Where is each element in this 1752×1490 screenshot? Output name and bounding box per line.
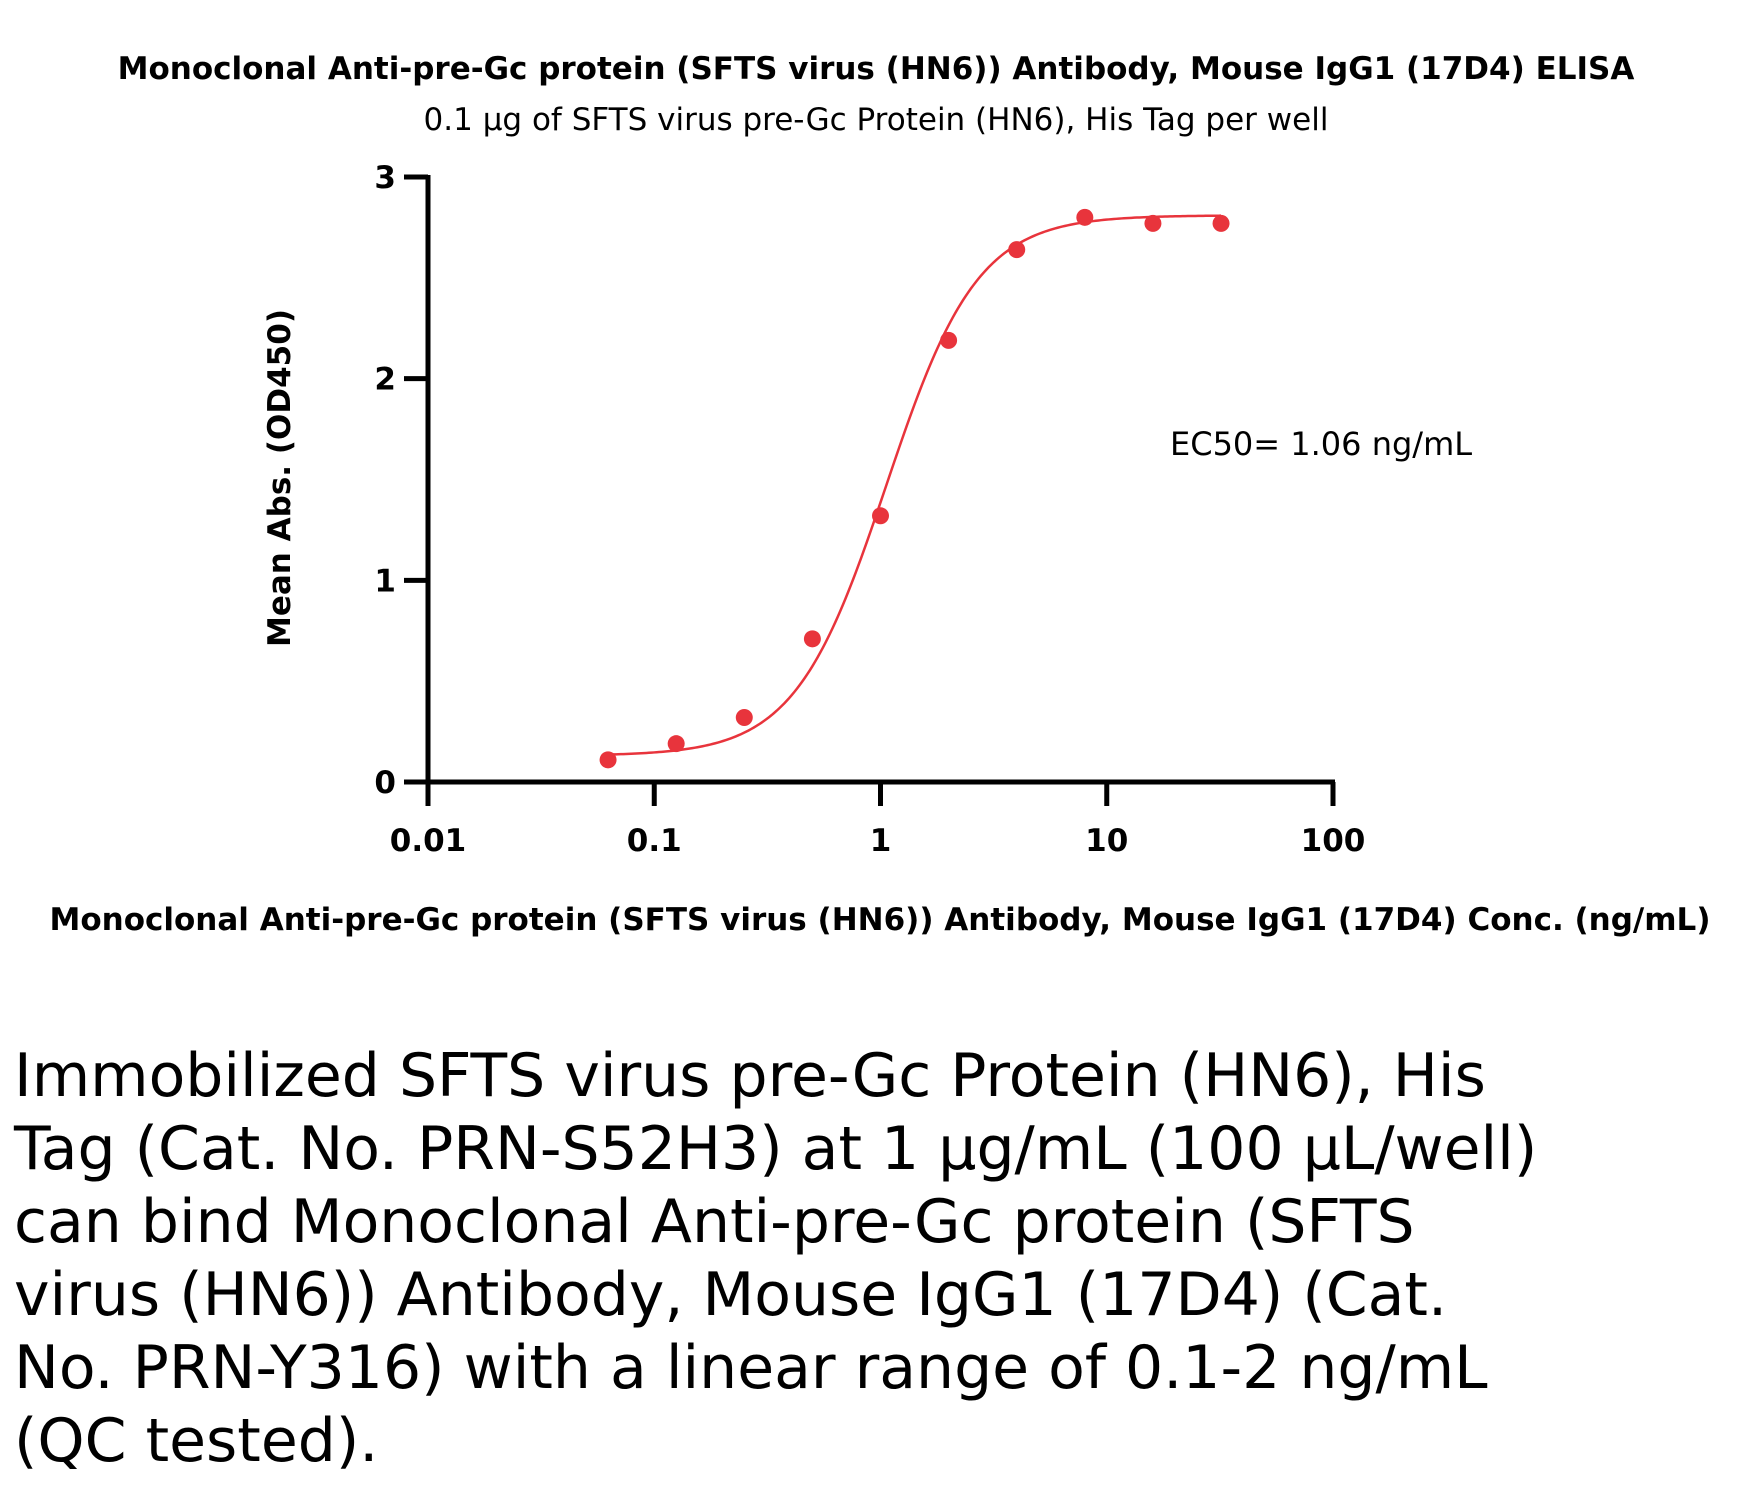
elisa-chart: Monoclonal Anti-pre-Gc protein (SFTS vir… <box>50 51 1711 938</box>
y-axis-label: Mean Abs. (OD450) <box>262 309 298 647</box>
caption-line: can bind Monoclonal Anti-pre-Gc protein … <box>14 1187 1415 1257</box>
chart-title: Monoclonal Anti-pre-Gc protein (SFTS vir… <box>118 51 1635 87</box>
caption-line: virus (HN6)) Antibody, Mouse IgG1 (17D4)… <box>14 1260 1448 1330</box>
data-point <box>1076 208 1094 226</box>
y-tick-label: 0 <box>374 765 396 801</box>
figure-caption: Immobilized SFTS virus pre-Gc Protein (H… <box>14 1040 1714 1478</box>
x-tick-label: 100 <box>1301 823 1366 859</box>
data-point <box>667 735 685 753</box>
x-tick-label: 0.01 <box>390 823 467 859</box>
x-tick-label: 10 <box>1085 823 1128 859</box>
data-point <box>872 507 889 525</box>
x-axis-label: Monoclonal Anti-pre-Gc protein (SFTS vir… <box>50 902 1711 938</box>
x-tick-label: 1 <box>870 823 892 859</box>
data-point <box>1144 214 1162 232</box>
y-tick-label: 3 <box>374 160 396 196</box>
ec50-annotation: EC50= 1.06 ng/mL <box>1170 425 1472 463</box>
caption-line: (QC tested). <box>14 1406 379 1476</box>
fit-curve <box>608 214 1222 756</box>
chart-subtitle: 0.1 µg of SFTS virus pre-Gc Protein (HN6… <box>424 102 1329 138</box>
caption-line: Immobilized SFTS virus pre-Gc Protein (H… <box>14 1041 1486 1111</box>
y-tick-label: 1 <box>374 563 396 599</box>
caption-line: No. PRN-Y316) with a linear range of 0.1… <box>14 1333 1488 1403</box>
caption-line: Tag (Cat. No. PRN-S52H3) at 1 µg/mL (100… <box>14 1114 1538 1184</box>
data-point <box>1212 214 1230 232</box>
data-point <box>599 751 617 769</box>
x-tick-label: 0.1 <box>627 823 682 859</box>
data-point <box>803 630 821 648</box>
data-point <box>940 331 958 349</box>
y-axis: 0 1 2 3 <box>374 160 431 801</box>
data-point <box>1008 241 1026 259</box>
data-point <box>735 708 753 726</box>
y-tick-label: 2 <box>374 362 396 398</box>
x-axis: 0.01 0.1 1 10 100 <box>390 779 1366 859</box>
